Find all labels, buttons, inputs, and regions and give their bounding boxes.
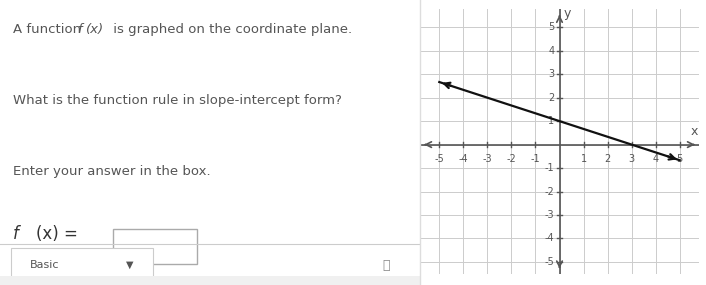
Text: Enter your answer in the box.: Enter your answer in the box. (13, 165, 210, 178)
Text: -3: -3 (544, 210, 554, 220)
Text: Basic: Basic (30, 260, 59, 270)
Text: What is the function rule in slope-intercept form?: What is the function rule in slope-inter… (13, 94, 342, 107)
Text: 1: 1 (548, 116, 554, 126)
Text: 4: 4 (652, 154, 659, 164)
Text: f: f (77, 23, 81, 36)
Text: ⓘ: ⓘ (382, 258, 390, 272)
Text: x: x (690, 125, 698, 138)
Text: y: y (564, 7, 571, 20)
Text: -2: -2 (506, 154, 516, 164)
Text: ▼: ▼ (126, 260, 133, 270)
Text: -5: -5 (434, 154, 444, 164)
Text: is graphed on the coordinate plane.: is graphed on the coordinate plane. (109, 23, 352, 36)
FancyBboxPatch shape (0, 276, 420, 285)
Text: -2: -2 (544, 186, 554, 196)
Text: (x): (x) (86, 23, 104, 36)
Text: 2: 2 (604, 154, 611, 164)
Text: 3: 3 (548, 69, 554, 79)
Text: A function: A function (13, 23, 80, 36)
Text: -1: -1 (531, 154, 540, 164)
Text: 2: 2 (548, 93, 554, 103)
Text: 5: 5 (548, 22, 554, 32)
Text: -3: -3 (483, 154, 492, 164)
Text: 4: 4 (548, 46, 554, 56)
Text: (x) =: (x) = (36, 225, 78, 243)
FancyBboxPatch shape (11, 248, 153, 284)
Text: f: f (13, 225, 18, 243)
Text: -4: -4 (544, 233, 554, 243)
Text: -1: -1 (544, 163, 554, 173)
Text: 3: 3 (628, 154, 635, 164)
Text: -4: -4 (458, 154, 468, 164)
Text: 5: 5 (676, 154, 683, 164)
Text: 1: 1 (580, 154, 587, 164)
FancyBboxPatch shape (114, 229, 198, 264)
Text: -5: -5 (544, 257, 554, 267)
